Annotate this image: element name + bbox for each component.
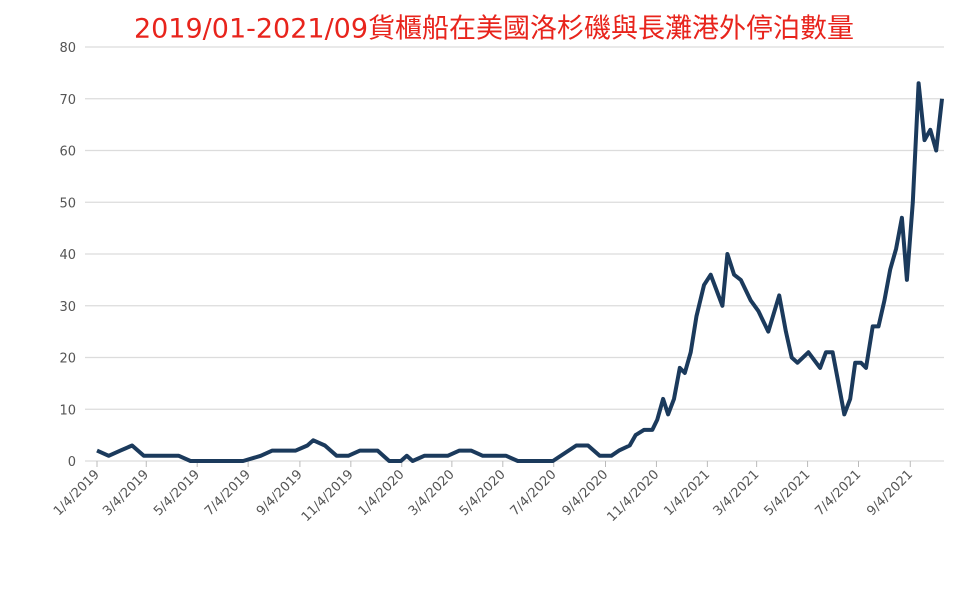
x-tick-label: 9/4/2019 xyxy=(254,467,306,519)
x-tick-label: 9/4/2021 xyxy=(864,467,916,519)
y-tick-label: 80 xyxy=(59,41,76,56)
x-tick-label: 1/4/2021 xyxy=(661,467,713,519)
line-series xyxy=(96,81,944,463)
chart-title: 2019/01-2021/09貨櫃船在美國洛杉磯與長灘港外停泊數量 xyxy=(134,14,854,45)
x-tick-label: 3/4/2020 xyxy=(406,467,458,519)
x-tick-label: 1/4/2019 xyxy=(51,467,103,519)
x-tick-label: 5/4/2019 xyxy=(151,467,203,519)
x-tick-label: 11/4/2019 xyxy=(299,467,357,525)
y-tick-label: 10 xyxy=(59,403,76,418)
x-tick-label: 5/4/2021 xyxy=(762,467,814,519)
y-tick-label: 0 xyxy=(68,455,76,470)
x-tick-label: 7/4/2019 xyxy=(202,467,254,519)
x-tick-label: 9/4/2020 xyxy=(559,467,611,519)
x-tick-label: 3/4/2019 xyxy=(100,467,152,519)
y-tick-label: 20 xyxy=(59,352,76,367)
y-tick-label: 40 xyxy=(59,248,76,263)
x-tick-label: 7/4/2021 xyxy=(812,467,864,519)
y-tick-label: 30 xyxy=(59,300,76,315)
x-tick-label: 5/4/2020 xyxy=(457,467,509,519)
y-tick-label: 60 xyxy=(59,145,76,160)
x-tick-label: 11/4/2020 xyxy=(605,467,663,525)
y-tick-label: 50 xyxy=(59,196,76,211)
x-tick-label: 3/4/2021 xyxy=(711,467,763,519)
x-tick-label: 1/4/2020 xyxy=(356,467,408,519)
y-tick-label: 70 xyxy=(59,93,76,108)
x-tick-label: 7/4/2020 xyxy=(508,467,560,519)
